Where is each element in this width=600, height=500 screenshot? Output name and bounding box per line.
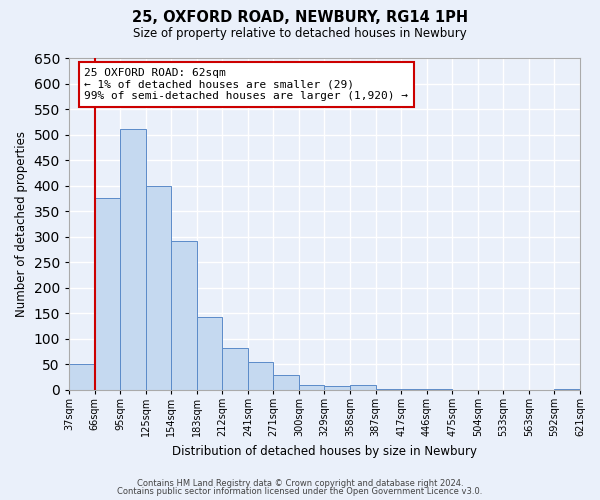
X-axis label: Distribution of detached houses by size in Newbury: Distribution of detached houses by size … [172, 444, 477, 458]
Text: Contains public sector information licensed under the Open Government Licence v3: Contains public sector information licen… [118, 487, 482, 496]
Bar [146, 186, 171, 390]
Bar [350, 384, 376, 390]
Bar [299, 384, 325, 390]
Y-axis label: Number of detached properties: Number of detached properties [15, 131, 28, 317]
Bar [427, 389, 452, 390]
Bar [95, 198, 120, 390]
Text: 25, OXFORD ROAD, NEWBURY, RG14 1PH: 25, OXFORD ROAD, NEWBURY, RG14 1PH [132, 10, 468, 25]
Bar [376, 389, 401, 390]
Bar [197, 318, 222, 390]
Bar [274, 374, 299, 390]
Text: Contains HM Land Registry data © Crown copyright and database right 2024.: Contains HM Land Registry data © Crown c… [137, 478, 463, 488]
Bar [171, 241, 197, 390]
Bar [120, 130, 146, 390]
Bar [401, 389, 427, 390]
Bar [69, 364, 95, 390]
Bar [554, 389, 580, 390]
Bar [222, 348, 248, 390]
Bar [248, 362, 274, 390]
Bar [325, 386, 350, 390]
Text: Size of property relative to detached houses in Newbury: Size of property relative to detached ho… [133, 28, 467, 40]
Text: 25 OXFORD ROAD: 62sqm
← 1% of detached houses are smaller (29)
99% of semi-detac: 25 OXFORD ROAD: 62sqm ← 1% of detached h… [84, 68, 408, 101]
